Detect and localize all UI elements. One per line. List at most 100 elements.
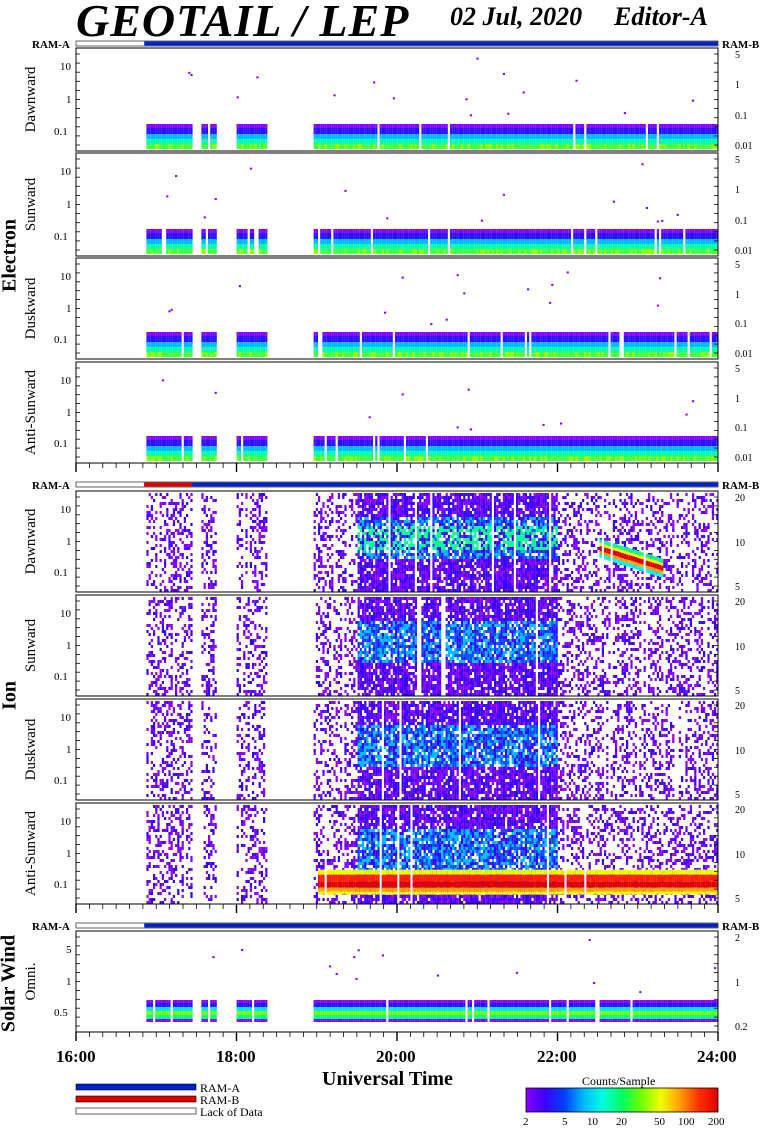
y-tick-label: 0.1 bbox=[54, 334, 68, 346]
colorbar-tick: 5 bbox=[562, 1116, 568, 1128]
y-right-tick-label: 1 bbox=[735, 185, 740, 196]
y-tick-label: 10 bbox=[60, 375, 71, 387]
y-right-tick-label: 20 bbox=[735, 493, 745, 504]
legend-label-lack-of-data: Lack of Data bbox=[200, 1105, 263, 1120]
y-tick-label: 0.1 bbox=[54, 567, 68, 579]
panel-label: Sunward bbox=[23, 153, 40, 256]
group-label-ion: Ion bbox=[0, 666, 22, 726]
ram-a-label-ion: RAM-A bbox=[32, 480, 70, 492]
spectrogram-cells bbox=[146, 271, 719, 357]
y-right-tick-label: 0.01 bbox=[735, 349, 753, 360]
figure-title: GEOTAIL / LEP bbox=[76, 0, 409, 47]
y-right-tick-label: 20 bbox=[735, 597, 745, 608]
y-right-tick-label: 10 bbox=[735, 538, 745, 549]
y-tick-label: 0.1 bbox=[54, 671, 68, 683]
y-right-tick-label: 5 bbox=[735, 50, 740, 61]
y-tick-label: 0.1 bbox=[54, 879, 68, 891]
y-tick-label: 1 bbox=[66, 976, 72, 988]
y-tick-label: 1 bbox=[66, 94, 72, 106]
spectrogram-cells bbox=[146, 163, 719, 254]
y-right-tick-label: 2 bbox=[735, 933, 740, 944]
y-tick-label: 0.1 bbox=[54, 438, 68, 450]
panel-label: Dawnward bbox=[23, 48, 40, 151]
legend-label-ram-a: RAM-A bbox=[200, 1081, 240, 1096]
colorbar-tick: 10 bbox=[587, 1116, 598, 1128]
y-tick-label: 10 bbox=[60, 712, 71, 724]
ram-a-label-solar-wind: RAM-A bbox=[32, 921, 70, 933]
y-tick-label: 1 bbox=[66, 303, 72, 315]
x-tick-label: 20:00 bbox=[376, 1047, 416, 1067]
colorbar-tick: 200 bbox=[708, 1116, 725, 1128]
y-right-tick-label: 10 bbox=[735, 850, 745, 861]
colorbar-tick: 2 bbox=[523, 1116, 529, 1128]
legend-swatch-lack-of-data bbox=[75, 1107, 197, 1115]
colorbar-title: Counts/Sample bbox=[582, 1074, 655, 1089]
panel-label: Duskward bbox=[23, 258, 40, 359]
y-right-tick-label: 1 bbox=[735, 290, 740, 301]
y-tick-label: 0.1 bbox=[54, 126, 68, 138]
group-label-electron: Electron bbox=[0, 216, 22, 296]
y-right-tick-label: 0.01 bbox=[735, 141, 753, 152]
y-tick-label: 1 bbox=[66, 848, 72, 860]
panel-label: Dawnward bbox=[23, 491, 40, 592]
y-right-tick-label: 5 bbox=[735, 582, 740, 593]
panel-label: Sunward bbox=[23, 595, 40, 696]
ram-b-label-solar-wind: RAM-B bbox=[722, 921, 759, 933]
panel-label: Duskward bbox=[23, 699, 40, 800]
spectrogram-cells bbox=[146, 493, 719, 592]
figure-date: 02 Jul, 2020 bbox=[450, 2, 582, 32]
y-right-tick-label: 0.1 bbox=[735, 216, 748, 227]
y-right-tick-label: 1 bbox=[735, 80, 740, 91]
spectrogram-cells bbox=[146, 597, 719, 696]
ram-a-label-electron: RAM-A bbox=[32, 39, 70, 51]
y-right-tick-label: 5 bbox=[735, 155, 740, 166]
y-right-tick-label: 5 bbox=[735, 260, 740, 271]
ram-bar-ion-ram-b bbox=[144, 482, 193, 487]
y-right-tick-label: 0.01 bbox=[735, 246, 753, 257]
figure-editor: Editor-A bbox=[614, 2, 708, 32]
ram-b-label-electron: RAM-B bbox=[722, 39, 759, 51]
y-tick-label: 10 bbox=[60, 61, 71, 73]
y-tick-label: 5 bbox=[66, 944, 72, 956]
y-tick-label: 10 bbox=[60, 608, 71, 620]
spectrogram-cells bbox=[146, 938, 719, 1022]
panel-label: Anti-Sunward bbox=[23, 362, 40, 463]
y-right-tick-label: 0.2 bbox=[735, 1022, 748, 1033]
y-right-tick-label: 5 bbox=[735, 894, 740, 905]
y-right-tick-label: 20 bbox=[735, 701, 745, 712]
legend-swatch-ram-a bbox=[75, 1083, 197, 1091]
y-tick-label: 0.1 bbox=[54, 775, 68, 787]
y-right-tick-label: 1 bbox=[735, 394, 740, 405]
y-tick-label: 10 bbox=[60, 816, 71, 828]
y-right-tick-label: 0.1 bbox=[735, 423, 748, 434]
panel-label: Anti-Sunward bbox=[23, 803, 40, 904]
y-tick-label: 1 bbox=[66, 407, 72, 419]
y-right-tick-label: 10 bbox=[735, 642, 745, 653]
legend-label-ram-b: RAM-B bbox=[200, 1093, 239, 1108]
legend-swatch-ram-b bbox=[75, 1095, 197, 1103]
y-right-tick-label: 0.01 bbox=[735, 453, 753, 464]
y-right-tick-label: 5 bbox=[735, 686, 740, 697]
y-tick-label: 0.5 bbox=[54, 1007, 68, 1019]
y-tick-label: 10 bbox=[60, 166, 71, 178]
x-tick-label: 16:00 bbox=[56, 1047, 96, 1067]
colorbar bbox=[525, 1087, 719, 1113]
y-right-tick-label: 1 bbox=[735, 978, 740, 989]
y-right-tick-label: 0.1 bbox=[735, 319, 748, 330]
colorbar-tick: 20 bbox=[616, 1116, 627, 1128]
x-tick-label: 18:00 bbox=[216, 1047, 256, 1067]
spectrogram-cells bbox=[146, 57, 719, 149]
colorbar-tick: 100 bbox=[678, 1116, 695, 1128]
y-tick-label: 1 bbox=[66, 640, 72, 652]
y-right-tick-label: 5 bbox=[735, 790, 740, 801]
y-right-tick-label: 0.1 bbox=[735, 111, 748, 122]
y-tick-label: 1 bbox=[66, 536, 72, 548]
ram-b-label-ion: RAM-B bbox=[722, 480, 759, 492]
ram-bar-solar-wind-ram-a bbox=[144, 923, 718, 928]
y-right-tick-label: 5 bbox=[735, 364, 740, 375]
x-axis-title: Universal Time bbox=[322, 1068, 453, 1091]
x-tick-label: 22:00 bbox=[537, 1047, 577, 1067]
ram-bar-electron-ram-a bbox=[144, 41, 718, 46]
